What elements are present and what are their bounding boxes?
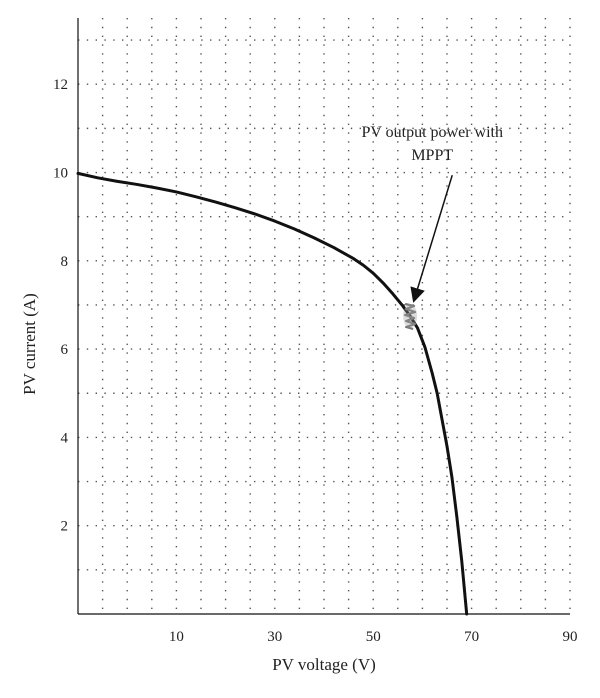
pv-iv-curve-point [402,305,404,307]
x-tick-label: 10 [169,629,184,645]
mppt-operating-region [403,302,418,331]
pv-iv-curve-point [215,201,217,203]
axes [77,18,570,615]
y-tick-label: 6 [61,342,69,358]
pv-iv-curve-point [362,264,365,266]
pv-iv-curve-point [352,257,355,260]
pv-iv-curve-point [372,272,374,274]
pv-iv-curve-point [313,237,315,239]
mppt-oscillation-mark [404,302,417,331]
pv-iv-curve-point [293,228,296,230]
pv-iv-curve-point [451,476,453,478]
mppt-point-marker [403,304,418,328]
y-tick-label: 10 [53,166,68,182]
pv-iv-curve-point [436,392,438,394]
grid-lines [78,18,571,614]
y-axis-title: PV current (A) [20,293,39,395]
x-tick-label: 70 [464,629,479,645]
pv-iv-curve-point [446,445,448,447]
annotation-arrow [410,174,453,303]
pv-iv-curve-point [441,419,443,421]
pv-iv-curve-point [254,213,256,215]
pv-iv-curve-point [382,282,384,284]
y-tick-label: 12 [53,77,68,93]
x-axis-title: PV voltage (V) [272,655,376,674]
pv-iv-curve-point [274,220,276,222]
pv-iv-curve-point [77,172,79,175]
x-tick-label: 30 [267,629,282,645]
pv-iv-curve-point [456,516,458,518]
annotation-text-line: MPPT [411,147,453,164]
pv-iv-curve-point [156,187,158,189]
pv-iv-curve-point [424,346,426,348]
pv-iv-curve-point [175,191,178,193]
mppt-annotation: PV output power with MPPT [361,124,503,303]
x-tick-label: 90 [563,629,578,645]
pv-iv-curve-point [416,327,419,329]
y-tick-label: 2 [61,519,69,535]
pv-iv-curve-point [431,372,433,375]
pv-iv-curve-point [234,207,237,209]
y-tick-label: 4 [61,430,69,446]
pv-iv-curve-point [136,183,138,186]
annotation-layer: PV output power with MPPT [361,124,503,331]
pv-iv-curve-point [333,246,335,249]
pv-iv-curve-point [465,613,468,615]
pv-iv-curve-point [96,177,99,179]
y-tick-label: 8 [61,254,69,270]
pv-iv-curve-point [392,293,394,295]
pv-iv-curve-point [116,180,119,183]
tick-labels: 10 30 50 70 90 2 4 6 8 10 12 [53,77,578,645]
pv-iv-curve-point [461,560,463,562]
pv-iv-curve-point [195,196,197,198]
x-tick-label: 50 [366,629,381,645]
annotation-text-line: PV output power with [361,124,502,141]
